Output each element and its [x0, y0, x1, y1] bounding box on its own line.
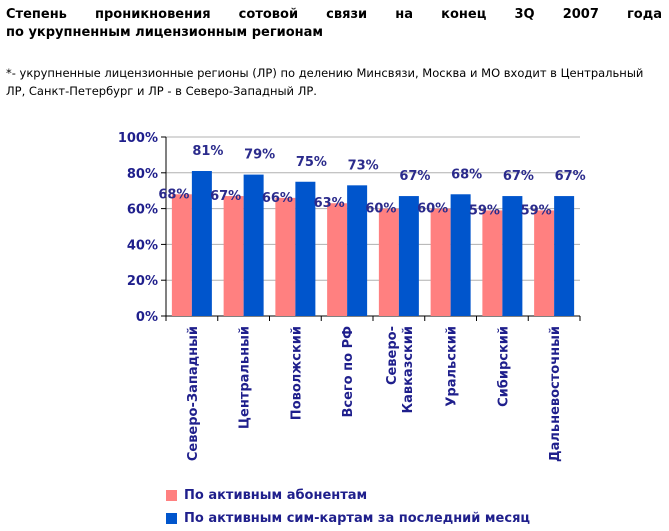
data-label-series-b: 79% — [244, 148, 275, 163]
legend-swatch-series-a — [166, 490, 177, 501]
footnote: *- укрупненные лицензионные регионы (ЛР)… — [6, 66, 644, 98]
y-tick-label: 100% — [118, 131, 158, 146]
bar-series-b — [191, 171, 212, 316]
bar-series-a — [430, 208, 451, 316]
category-label: Центральный — [238, 326, 253, 429]
data-label-series-b: 68% — [451, 167, 482, 182]
title-line-1: Степень проникновения сотовой связи на к… — [6, 7, 662, 22]
data-label-series-a: 59% — [469, 203, 500, 218]
y-tick-label: 40% — [127, 238, 158, 253]
legend-swatch-series-b — [166, 513, 177, 524]
data-label-series-a: 66% — [262, 191, 293, 206]
category-label: Поволжский — [289, 326, 304, 420]
category-label: Дальневосточный — [548, 326, 563, 462]
legend: По активным абонентам По активным сим-ка… — [166, 484, 530, 530]
bar-series-a — [327, 203, 348, 316]
legend-label-series-a: По активным абонентам — [184, 488, 368, 503]
bar-series-b — [347, 185, 368, 316]
data-label-series-a: 60% — [365, 202, 396, 217]
data-label-series-a: 67% — [210, 189, 241, 204]
y-tick-label: 80% — [127, 167, 158, 182]
data-label-series-b: 73% — [348, 158, 379, 173]
data-label-series-b: 67% — [503, 169, 534, 184]
bar-chart: 0% 20% 40% 60% 80% 100% 68% 81% Северо-Западный 6… — [118, 131, 586, 462]
bar-series-a — [482, 210, 503, 316]
data-label-series-a: 68% — [158, 187, 189, 202]
category-label: Уральский — [445, 326, 460, 407]
data-label-series-a: 59% — [521, 203, 552, 218]
category-label: Северо-Западный — [186, 326, 201, 461]
data-label-series-b: 67% — [399, 169, 430, 184]
bar-series-a — [275, 197, 296, 316]
legend-label-series-b: По активным сим-картам за последний меся… — [184, 511, 531, 526]
bar-series-b — [243, 174, 264, 316]
category-label: Сибирский — [496, 326, 511, 407]
bar-series-b — [450, 194, 471, 316]
data-label-series-b: 81% — [192, 144, 223, 159]
bar-series-a — [378, 208, 399, 316]
title-line-2: по укрупненным лицензионным регионам — [6, 25, 324, 40]
bar-series-a — [171, 194, 192, 316]
legend-item-series-b: По активным сим-картам за последний меся… — [166, 507, 530, 530]
bar-series-a — [223, 196, 244, 316]
data-label-series-a: 63% — [314, 196, 345, 211]
bar-series-a — [534, 210, 555, 316]
category-label: Северо- — [385, 326, 400, 385]
data-label-series-a: 60% — [417, 202, 448, 217]
y-tick-label: 60% — [127, 203, 158, 218]
category-label: Кавказский — [401, 326, 416, 414]
bar-series-b — [398, 196, 419, 316]
y-tick-label: 0% — [136, 310, 158, 325]
bar-series-b — [554, 196, 575, 316]
chart-title: Степень проникновения сотовой связи на к… — [6, 6, 662, 42]
data-label-series-b: 67% — [555, 169, 586, 184]
y-tick-label: 20% — [127, 274, 158, 289]
data-label-series-b: 75% — [296, 155, 327, 170]
bar-series-b — [502, 196, 523, 316]
legend-item-series-a: По активным абонентам — [166, 484, 530, 507]
category-label: Всего по РФ — [341, 326, 356, 418]
bar-series-b — [295, 181, 316, 316]
